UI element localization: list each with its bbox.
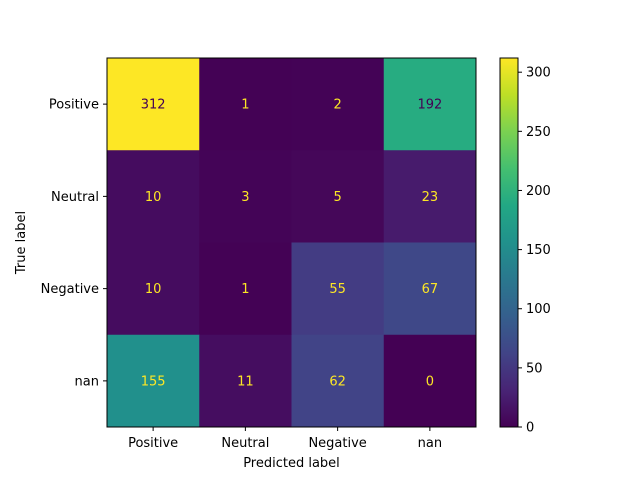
colorbar-ticks: 0 50 100 150 200 250 300 bbox=[518, 66, 551, 436]
cell-value-label: 1 bbox=[241, 282, 249, 297]
heatmap-cell bbox=[199, 58, 292, 151]
y-tick-label: nan bbox=[75, 374, 99, 389]
heatmap-cell bbox=[291, 334, 385, 428]
colorbar-tick-label: 50 bbox=[526, 361, 543, 376]
heatmap-cell bbox=[199, 334, 292, 428]
cell-value-label: 155 bbox=[141, 374, 166, 389]
heatmap-cell bbox=[291, 58, 385, 151]
colorbar bbox=[499, 57, 519, 428]
cell-value-label: 55 bbox=[329, 282, 346, 297]
heatmap-cell bbox=[107, 242, 200, 336]
x-tick-label: Positive bbox=[128, 436, 178, 451]
y-axis-ticks: Positive Neutral Negative nan bbox=[41, 98, 107, 389]
x-axis-label: Predicted label bbox=[243, 456, 340, 471]
heatmap-cell bbox=[107, 150, 200, 243]
y-tick-label: Positive bbox=[49, 98, 99, 113]
cell-value-label: 1 bbox=[241, 98, 249, 113]
colorbar-tick-label: 0 bbox=[526, 421, 534, 436]
plot-frame bbox=[106, 57, 477, 428]
heatmap-cell bbox=[383, 150, 477, 243]
x-tick-label: Negative bbox=[308, 436, 366, 451]
y-tick-label: Negative bbox=[41, 282, 99, 297]
cell-value-label: 312 bbox=[141, 98, 166, 113]
heatmap-cell bbox=[383, 58, 477, 151]
colorbar-tick-label: 150 bbox=[526, 243, 551, 258]
cell-value-label: 5 bbox=[333, 190, 341, 205]
heatmap-cell bbox=[199, 242, 292, 336]
heatmap-cell bbox=[107, 334, 200, 428]
heatmap-cell bbox=[291, 242, 385, 336]
cell-value-label: 62 bbox=[329, 374, 346, 389]
heatmap-cell bbox=[291, 150, 385, 243]
cell-value-label: 192 bbox=[417, 98, 442, 113]
cell-value-label: 23 bbox=[422, 190, 439, 205]
heatmap-cell bbox=[199, 150, 292, 243]
colorbar-tick-label: 250 bbox=[526, 125, 551, 140]
cell-value-label: 67 bbox=[422, 282, 439, 297]
cell-value-label: 10 bbox=[145, 190, 162, 205]
cell-value-label: 10 bbox=[145, 282, 162, 297]
heatmap-cell bbox=[383, 242, 477, 336]
x-axis-ticks: Positive Neutral Negative nan bbox=[128, 427, 442, 451]
colorbar-tick-label: 100 bbox=[526, 302, 551, 317]
cell-value-label: 0 bbox=[426, 374, 434, 389]
colorbar-tick-label: 300 bbox=[526, 66, 551, 81]
cell-value-label: 11 bbox=[237, 374, 254, 389]
heatmap-cell bbox=[107, 58, 200, 151]
heatmap-cells bbox=[107, 58, 477, 428]
heatmap-cell bbox=[383, 334, 477, 428]
cell-value-label: 2 bbox=[333, 98, 341, 113]
y-axis-label: True label bbox=[14, 211, 29, 275]
x-tick-label: nan bbox=[418, 436, 442, 451]
cell-value-label: 3 bbox=[241, 190, 249, 205]
x-tick-label: Neutral bbox=[221, 436, 269, 451]
colorbar-tick-label: 200 bbox=[526, 184, 551, 199]
y-tick-label: Neutral bbox=[51, 190, 99, 205]
